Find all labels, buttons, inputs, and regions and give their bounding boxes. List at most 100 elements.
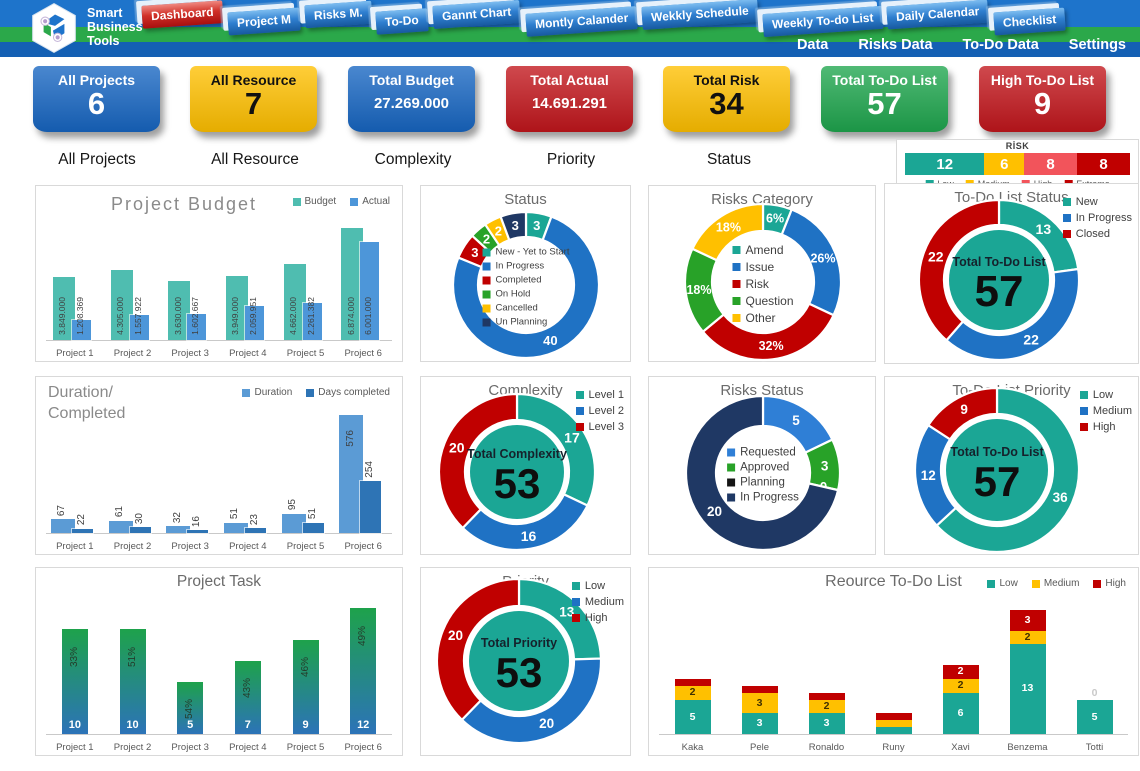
category-label: Project 3: [171, 348, 209, 359]
nav-button-dashboard[interactable]: Dashboard: [141, 0, 224, 29]
value-label: 3.630.000: [172, 297, 183, 335]
nav-button-daily-calendar[interactable]: Daily Calendar: [886, 0, 990, 30]
risks-category-donut: 6% 26% 32% 18% 18%: [683, 202, 843, 362]
nav-button-risks-m[interactable]: Risks M.: [303, 0, 373, 29]
link-data[interactable]: Data: [796, 37, 829, 53]
bar-actual: [186, 312, 208, 342]
value-label: 51%: [126, 646, 138, 667]
legend-item-requested: Requested: [727, 447, 799, 459]
value-label: 33%: [68, 646, 80, 667]
value-label: 4.305.000: [115, 297, 125, 335]
value-label: 51: [229, 508, 241, 520]
nav-button-project-m[interactable]: Project M: [226, 7, 301, 36]
donut-center-value: 53: [494, 460, 541, 507]
legend-label: Other: [745, 311, 776, 325]
category-label: Project 4: [229, 541, 267, 552]
chart-legend: Duration Days completed: [242, 387, 390, 398]
risk-segment-low: 12: [905, 153, 985, 175]
bar-duration: [108, 520, 133, 533]
legend-item-question: Question: [732, 294, 794, 308]
category-cell: 4.662.000 2.261.382: [277, 228, 335, 341]
legend-label: In Progress: [740, 491, 799, 504]
legend-label: Actual: [362, 196, 390, 207]
app-logo: Smart Business Tools: [28, 1, 143, 55]
bar-budget: [168, 280, 191, 340]
legend-swatch: [732, 314, 741, 322]
segment-value: 22: [928, 248, 944, 264]
category-cell: [860, 610, 927, 734]
legend-item-level-1: Level 1: [575, 389, 624, 401]
legend-item-closed: Closed: [1062, 228, 1132, 240]
nav-bar: Dashboard Project M Risks M. To-Do Gannt Cha…: [141, 0, 1138, 38]
segment-value: 16: [521, 528, 537, 544]
todo-status-chart: To-Do List Status 13 22 22 Total To-Do List 5…: [884, 183, 1139, 364]
nav-button-checklist[interactable]: Checklist: [992, 7, 1066, 36]
segment-value: 20: [448, 628, 463, 643]
nav-button-gannt-chart[interactable]: Gannt Chart: [432, 0, 522, 30]
bar-count-label: 12: [357, 719, 370, 731]
segment-value: 12: [921, 468, 936, 483]
category-label: Runy: [882, 742, 905, 753]
nav-button-to-do[interactable]: To-Do: [375, 8, 429, 35]
legend-label: On Hold: [495, 288, 531, 300]
legend-swatch: [482, 290, 491, 298]
category-cell: 3.630.000 1.602.667: [161, 228, 219, 342]
value-label: 6.874.000: [345, 297, 356, 335]
legend-item-actual: Actual: [350, 196, 390, 207]
bar-count-label: 7: [244, 719, 251, 731]
nav-button-weekly-to-do-list[interactable]: Weekly To-do List: [762, 5, 883, 38]
bar-task: [292, 639, 319, 734]
category-axis: Project 1 Project 2 Project 3 Project 4 Proj…: [46, 742, 392, 753]
segment-value: 3: [533, 218, 540, 233]
legend-swatch: [482, 262, 491, 270]
data-links: Data Risks Data To-Do Data Settings: [797, 37, 1126, 53]
legend-swatch: [482, 248, 491, 256]
segment-value: 2: [495, 224, 502, 239]
value-label: 22: [75, 514, 87, 526]
stack-high: 3: [1009, 610, 1046, 631]
legend-label: High: [1092, 421, 1116, 433]
link-to-do-data[interactable]: To-Do Data: [962, 37, 1039, 53]
link-settings[interactable]: Settings: [1068, 37, 1126, 53]
value-label: 6.001.000: [363, 297, 374, 335]
legend-item-approved: Approved: [727, 462, 799, 474]
kpi-card-total-risk: Total Risk 34: [663, 66, 790, 132]
legend-label: Level 3: [588, 421, 624, 433]
value-label: 2.059.951: [247, 297, 258, 335]
segment-value: 9: [960, 402, 968, 417]
bar-actual: [128, 313, 150, 342]
nav-button-wekkly-schedule[interactable]: Wekkly Schedule: [641, 0, 759, 31]
legend-item-in-progress: In Progress: [1062, 212, 1132, 224]
bar-days-completed: [186, 528, 210, 535]
legend-item-new: New: [1062, 196, 1132, 208]
legend-item-budget: Budget: [292, 196, 337, 207]
category-cell: 61 30: [104, 415, 162, 535]
legend-label: Cancelled: [495, 302, 538, 314]
legend-item-issue: Issue: [732, 260, 793, 274]
category-label: Project 1: [56, 541, 94, 552]
legend-swatch: [1079, 391, 1088, 399]
nav-button-montly-calander[interactable]: Montly Calander: [524, 6, 638, 37]
legend-swatch: [575, 423, 584, 431]
kpi-card-all-resource: All Resource 7: [190, 66, 317, 132]
legend-label: Budget: [304, 196, 337, 207]
resource-todo-chart: Reource To-Do List Low Medium High 5 2 3 3 3 2 6 2 2…: [648, 567, 1139, 756]
legend-swatch: [1079, 423, 1088, 431]
chart-title: Risks Category: [711, 191, 813, 208]
category-label: Benzema: [1007, 742, 1048, 753]
risk-segment-high: 8: [1024, 153, 1078, 175]
segment-value: 3: [512, 218, 519, 233]
legend-label: Un Planning: [495, 316, 548, 328]
category-label: Project 5: [286, 348, 325, 359]
status-chart: Status 3 40 3 2 2 3 New - Yet to Start In Progre…: [420, 185, 631, 362]
value-label: 2.261.382: [305, 297, 316, 335]
legend-swatch: [732, 263, 741, 271]
kpi-title: High To-Do List: [990, 72, 1095, 88]
segment-value: 3: [471, 245, 478, 260]
legend-label: New: [1075, 196, 1098, 208]
link-risks-data[interactable]: Risks Data: [858, 37, 933, 53]
segment-value: 17: [564, 429, 580, 445]
